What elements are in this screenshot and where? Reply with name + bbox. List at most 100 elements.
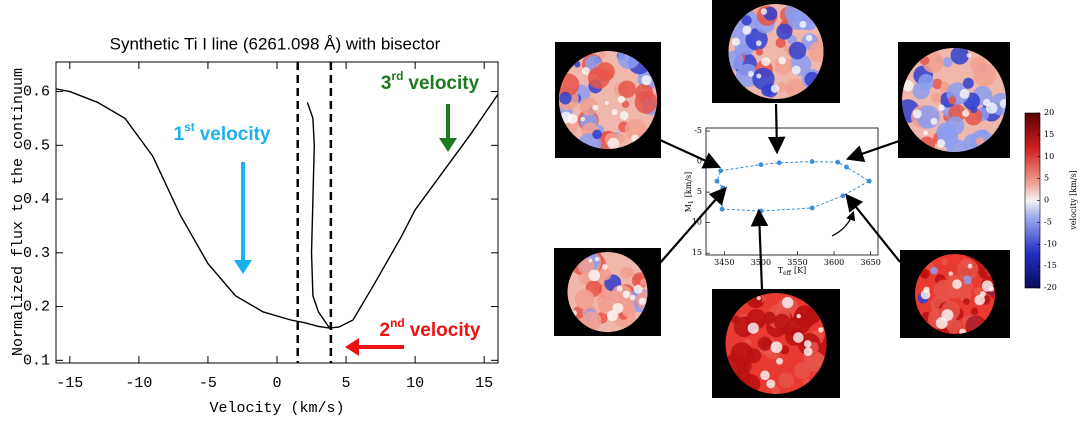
connector-arrow: [845, 193, 901, 263]
surface-highlight: [611, 108, 618, 116]
star-image: [900, 250, 1010, 338]
surface-highlight: [818, 327, 824, 333]
surface-highlight: [796, 313, 801, 319]
x-tick-label: 3650: [861, 258, 881, 267]
surface-cell: [618, 80, 636, 99]
surface-cell: [793, 362, 811, 380]
x-tick-label: 10: [406, 375, 424, 392]
surface-highlight: [770, 341, 783, 354]
star-surface: [902, 48, 1006, 152]
surface-cell: [970, 56, 987, 73]
surface-cell: [808, 41, 824, 63]
surface-highlight: [588, 269, 601, 282]
chart-title: Synthetic Ti I line (6261.098 Å) with bi…: [110, 34, 441, 53]
surface-highlight: [742, 25, 752, 35]
surface-cell: [577, 133, 602, 149]
label-sub: eff: [783, 270, 792, 277]
surface-highlight: [607, 310, 618, 322]
colorbar-tick-label: 0: [1044, 196, 1049, 205]
point: [809, 159, 815, 164]
surface-highlight: [731, 37, 741, 46]
surface-cell: [956, 258, 979, 281]
star-image: [712, 289, 840, 398]
surface-cell: [619, 266, 632, 279]
surface-highlight: [962, 109, 970, 117]
y-tick-label: 0.3: [23, 245, 50, 262]
surface-cell: [940, 81, 950, 91]
surface-highlight: [952, 279, 962, 289]
surface-highlight: [633, 284, 643, 294]
point: [866, 178, 872, 184]
annotation-part: st: [184, 120, 195, 134]
star-surface: [725, 293, 827, 394]
surface-cell: [931, 93, 942, 104]
surface-cell: [741, 15, 752, 26]
surface-highlight: [804, 340, 812, 348]
x-tick-label: 5: [342, 375, 351, 392]
y-tick-label: 0.6: [23, 84, 50, 101]
point: [809, 205, 815, 211]
surface-cell: [752, 67, 775, 91]
surface-cell: [592, 129, 602, 140]
y-axis-label: M1 [km/s]: [684, 172, 695, 213]
surface-cell: [610, 284, 633, 307]
surface-highlight: [601, 264, 608, 270]
surface-cell: [580, 97, 599, 116]
point: [719, 206, 725, 212]
surface-cell: [634, 90, 657, 114]
surface-highlight: [616, 285, 623, 292]
label-unit: [km/s]: [684, 172, 693, 197]
annotation-part: velocity: [200, 124, 271, 145]
star-image: [898, 42, 1010, 158]
surface-cell: [946, 139, 969, 152]
surface-highlight: [967, 263, 973, 269]
surface-cell: [757, 336, 773, 351]
surface-highlight: [770, 84, 780, 93]
surface-highlight: [761, 57, 771, 67]
y-tick-label: 15: [692, 248, 702, 257]
y-tick-label: -5: [694, 126, 702, 135]
surface-highlight: [930, 117, 938, 125]
surface-cell: [783, 44, 791, 53]
surface-cell: [942, 56, 953, 68]
surface-cell: [771, 385, 781, 394]
surface-highlight: [755, 40, 762, 47]
connector-arrow: [750, 208, 769, 291]
surface-cell: [920, 269, 930, 279]
surface-cell: [950, 48, 969, 65]
surface-cell: [970, 307, 979, 316]
surface-cell: [930, 267, 938, 275]
arrow-head: [439, 138, 457, 152]
point: [776, 160, 782, 166]
surface-highlight: [638, 297, 647, 306]
colorbar-tick-label: 5: [1044, 174, 1049, 183]
y-axis-label: Normalized flux to the continuum: [10, 68, 27, 356]
colorbar-tick-label: 10: [1044, 152, 1054, 161]
surface-highlight: [803, 347, 813, 356]
surface-cell: [778, 372, 795, 389]
surface-cell: [763, 6, 778, 21]
surface-highlight: [999, 98, 1006, 109]
point: [835, 159, 841, 165]
y-tick-label: 5: [697, 187, 702, 196]
point: [758, 162, 764, 168]
surface-highlight: [935, 317, 948, 330]
surface-cell: [979, 270, 988, 279]
surface-highlight: [619, 111, 629, 121]
surface-cell: [730, 342, 754, 365]
surface-highlight: [747, 322, 759, 334]
surface-cell: [922, 51, 944, 74]
surface-highlight: [938, 104, 945, 111]
point: [844, 164, 849, 170]
colorbar-tick-label: -15: [1044, 261, 1057, 270]
surface-highlight: [791, 65, 801, 75]
direction-arrow: [831, 210, 856, 237]
surface-highlight: [629, 294, 636, 301]
surface-highlight: [974, 294, 986, 306]
surface-highlight: [592, 104, 599, 111]
surface-cell: [773, 313, 791, 331]
surface-cell: [621, 303, 636, 318]
surface-highlight: [604, 100, 609, 105]
surface-highlight: [622, 290, 631, 299]
surface-cell: [948, 96, 957, 105]
